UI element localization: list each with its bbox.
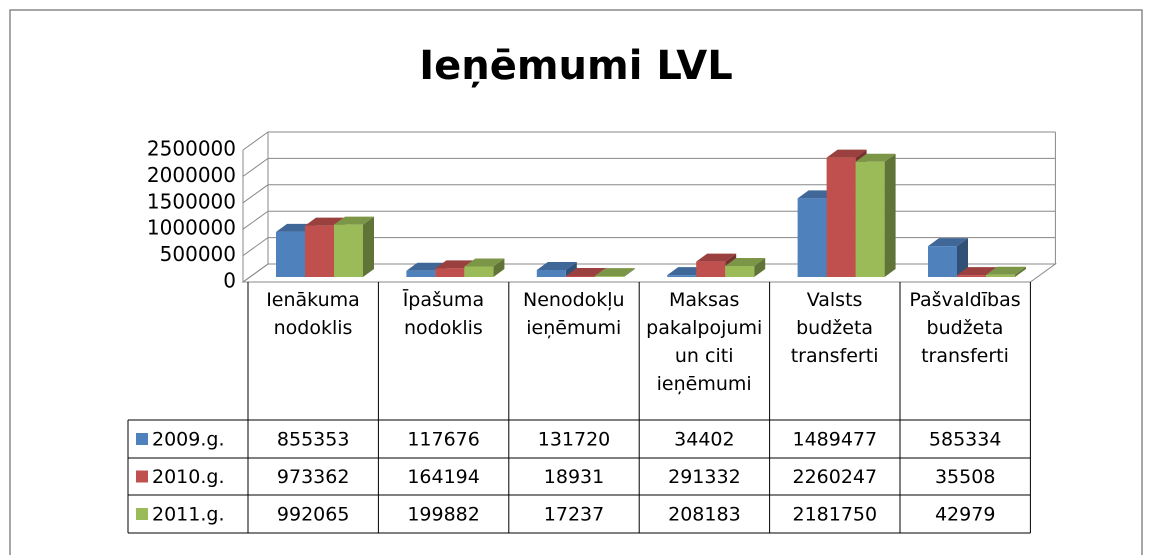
bar: [696, 253, 737, 277]
table-value: 1489477: [792, 429, 877, 451]
bar-top: [464, 258, 505, 267]
legend-swatch: [136, 470, 148, 483]
bar: [725, 258, 766, 277]
table-value: 18931: [544, 466, 604, 488]
category-label: Ienākuma nodoklis: [266, 289, 360, 339]
bar-side: [623, 268, 635, 277]
bar-side: [754, 258, 766, 277]
bar-top: [334, 216, 374, 225]
bar-side: [363, 216, 374, 277]
y-tick-label: 1500000: [147, 189, 236, 213]
grid-line: [242, 157, 1056, 177]
table-value: 117676: [407, 429, 480, 451]
table-value: 855353: [277, 429, 350, 451]
bar-front: [855, 161, 885, 277]
bar-front: [957, 275, 986, 277]
bar: [928, 238, 968, 277]
bar-top: [986, 266, 1026, 275]
bar-front: [725, 266, 755, 277]
bar: [986, 266, 1026, 277]
legend-label: 2011.g.: [152, 504, 225, 526]
legend-swatch: [136, 433, 148, 445]
bar-front: [334, 224, 363, 277]
bar: [594, 268, 635, 277]
bar-side: [957, 238, 968, 277]
legend-swatch: [136, 508, 148, 520]
bar-front: [406, 270, 436, 277]
bar-front: [565, 276, 595, 277]
bar-front: [464, 266, 494, 277]
bar-front: [435, 268, 465, 277]
bar-front: [986, 274, 1015, 277]
bar-front: [667, 275, 697, 277]
bar: [464, 258, 505, 277]
table-value: 2260247: [792, 466, 877, 488]
bar-top: [594, 268, 635, 277]
table-value: 35508: [935, 466, 995, 488]
bar-front: [305, 225, 334, 277]
bar: [855, 153, 896, 277]
bar-front: [826, 157, 856, 277]
legend-label: 2010.g.: [152, 466, 225, 488]
table-value: 291332: [668, 466, 741, 488]
bar-front: [594, 276, 624, 277]
bar-top: [725, 258, 766, 267]
bar-front: [928, 246, 957, 277]
table-value: 42979: [935, 504, 995, 526]
y-tick-label: 0: [223, 269, 236, 293]
bar-top: [696, 253, 737, 262]
grid-line: [242, 237, 1056, 257]
category-label: Pašvaldības budžeta transferti: [909, 289, 1021, 367]
y-tick-label: 2000000: [147, 163, 236, 187]
y-tick-label: 2500000: [147, 137, 236, 161]
bar-front: [276, 231, 305, 277]
bar-side: [565, 262, 577, 277]
category-label: Nenodokļu ieņēmumi: [523, 289, 625, 339]
table-value: 17237: [544, 504, 604, 526]
bar-top: [855, 153, 896, 162]
bar: [536, 262, 577, 277]
chart-title: Ieņēmumi LVL: [419, 43, 733, 89]
table-value: 131720: [538, 429, 611, 451]
bar-front: [797, 198, 827, 277]
grid-line: [242, 210, 1056, 230]
bar-side: [1015, 266, 1026, 277]
bar: [334, 216, 374, 277]
y-tick-label: 1000000: [147, 216, 236, 240]
category-label: Valsts budžeta transferti: [790, 289, 879, 367]
grid-line: [242, 263, 1056, 283]
table-value: 208183: [668, 504, 741, 526]
table-value: 992065: [277, 504, 350, 526]
bar-top: [957, 267, 997, 276]
y-tick-label: 500000: [160, 242, 236, 266]
bar-top: [536, 262, 577, 271]
table-value: 199882: [407, 504, 480, 526]
bar-front: [696, 261, 726, 277]
category-label: Maksas pakalpojumi un citi ieņēmumi: [646, 289, 763, 395]
bar-top: [565, 268, 606, 277]
legend-label: 2009.g.: [152, 429, 225, 451]
grid-line: [242, 131, 1056, 151]
table-value: 2181750: [792, 504, 877, 526]
table-value: 973362: [277, 466, 350, 488]
table-value: 585334: [929, 429, 1002, 451]
table-value: 164194: [407, 466, 480, 488]
grid-line: [242, 184, 1056, 204]
bar-top: [928, 238, 968, 247]
bar-top: [826, 149, 867, 158]
category-label: Īpašuma nodoklis: [402, 289, 485, 339]
bar-front: [536, 270, 566, 277]
bar-side: [493, 258, 505, 277]
bar-side: [884, 153, 896, 277]
bar-top: [305, 217, 345, 226]
table-value: 34402: [674, 429, 734, 451]
